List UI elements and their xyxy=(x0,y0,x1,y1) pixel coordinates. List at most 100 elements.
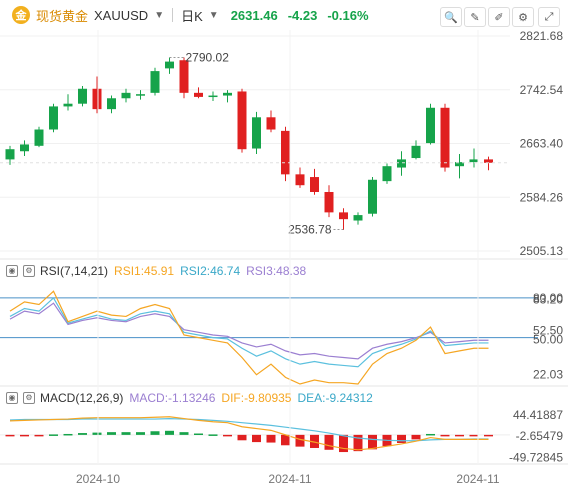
rsi-axis-label: 22.03 xyxy=(533,368,563,382)
macd-bar-up xyxy=(150,431,160,435)
macd-bar-down xyxy=(469,434,479,437)
candle-up[interactable] xyxy=(208,95,218,98)
macd-bar-up xyxy=(208,434,218,436)
macd-bar-up xyxy=(92,432,102,435)
macd-title[interactable]: MACD(12,26,9) xyxy=(40,391,124,405)
timeframe-selector[interactable]: 日K xyxy=(181,8,203,24)
macd-bar-down xyxy=(440,434,450,437)
candle-up[interactable] xyxy=(150,71,160,93)
gold-logo-icon: 金 xyxy=(12,6,30,24)
rsi-axis-label: 50.00 xyxy=(533,333,563,347)
macd-bar-down xyxy=(237,434,247,441)
zoom-in-icon[interactable]: 🔍 xyxy=(440,7,462,27)
candle-up[interactable] xyxy=(165,61,174,69)
macd-bar-down xyxy=(484,434,493,437)
candle-up[interactable] xyxy=(368,179,377,214)
rsi3-value: RSI3:48.38 xyxy=(246,264,307,278)
macd-bar-up xyxy=(179,432,189,435)
rsi-legend: ◉ ⚙ RSI(7,14,21) RSI1:45.91 RSI2:46.74 R… xyxy=(6,264,306,278)
macd-bar-up xyxy=(136,432,145,435)
instrument-name[interactable]: 现货黄金 xyxy=(36,8,89,24)
candle-up[interactable] xyxy=(63,103,73,107)
eye-icon[interactable]: ◉ xyxy=(6,265,18,277)
candle-down[interactable] xyxy=(484,159,493,163)
candle-down[interactable] xyxy=(237,91,247,150)
candle-up[interactable] xyxy=(397,159,406,168)
price-axis-label: 2663.40 xyxy=(520,137,564,151)
candle-up[interactable] xyxy=(20,144,29,152)
chart-header: 金 现货黄金 XAUUSD ▼ 日K ▼ 2631.46 -4.23 -0.16… xyxy=(0,0,568,30)
rsi1-line xyxy=(9,290,489,385)
candle-up[interactable] xyxy=(411,145,421,159)
candle-up[interactable] xyxy=(136,94,145,96)
macd-bar-down xyxy=(20,434,29,437)
macd-bar-down xyxy=(252,434,261,443)
indicator-icon[interactable]: ⚙ xyxy=(512,7,534,27)
macd-axis-label: -49.72845 xyxy=(509,450,563,464)
rsi-axis-label: 80.00 xyxy=(533,291,563,305)
macd-bar-up xyxy=(49,434,58,436)
candle-up[interactable] xyxy=(426,107,435,144)
chevron-down-icon[interactable]: ▼ xyxy=(154,9,165,21)
macd-bar-down xyxy=(324,434,334,450)
candle-up[interactable] xyxy=(455,162,464,167)
candle-up[interactable] xyxy=(34,129,44,146)
low-price-label: 2536.78 xyxy=(288,223,332,237)
rsi2-line xyxy=(9,296,489,368)
timeframe-chevron-icon[interactable]: ▼ xyxy=(208,9,219,21)
settings-icon[interactable]: ⚙ xyxy=(23,265,35,277)
candle-up[interactable] xyxy=(252,117,261,149)
rsi-axis-label: 83.20 xyxy=(533,293,563,307)
macd-bar-down xyxy=(397,434,406,444)
candle-up[interactable] xyxy=(353,215,363,221)
macd-eye-icon[interactable]: ◉ xyxy=(6,392,18,404)
price-axis-label: 2742.54 xyxy=(520,83,564,97)
candle-down[interactable] xyxy=(92,88,102,110)
candle-down[interactable] xyxy=(266,117,276,130)
macd-bar-down xyxy=(353,434,363,452)
price-axis-label: 2505.13 xyxy=(520,244,564,258)
draw-line-icon[interactable]: ✎ xyxy=(464,7,486,27)
candle-down[interactable] xyxy=(310,177,319,192)
candle-up[interactable] xyxy=(78,88,87,104)
candle-up[interactable] xyxy=(49,106,58,130)
last-price: 2631.46 xyxy=(230,7,278,23)
candle-down[interactable] xyxy=(194,92,203,97)
pencil-icon[interactable]: ✐ xyxy=(488,7,510,27)
candle-down[interactable] xyxy=(179,60,189,93)
macd-bar-down xyxy=(455,434,464,437)
macd-bar-up xyxy=(121,432,131,435)
macd-bar-up xyxy=(107,432,116,435)
macd-bar-up xyxy=(78,433,87,435)
macd-bar-up xyxy=(63,433,73,436)
macd-bar-down xyxy=(281,434,290,446)
macd-settings-icon[interactable]: ⚙ xyxy=(23,392,35,404)
candle-up[interactable] xyxy=(121,92,131,99)
dif-value: DIF:-9.80935 xyxy=(221,391,292,405)
macd-bar-down xyxy=(295,434,305,447)
rsi2-value: RSI2:46.74 xyxy=(180,264,241,278)
high-price-label: 2790.02 xyxy=(186,51,230,65)
macd-bar-up xyxy=(426,433,435,436)
candle-down[interactable] xyxy=(339,212,348,220)
candle-down[interactable] xyxy=(295,174,305,186)
candle-up[interactable] xyxy=(5,149,15,160)
candle-up[interactable] xyxy=(469,159,479,163)
expand-icon[interactable]: ⤢ xyxy=(538,7,560,27)
candle-up[interactable] xyxy=(107,98,116,110)
symbol-selector[interactable]: XAUUSD xyxy=(94,7,149,23)
candle-up[interactable] xyxy=(382,166,392,182)
candle-down[interactable] xyxy=(324,191,334,213)
price-change: -4.23 xyxy=(287,7,318,23)
candle-down[interactable] xyxy=(281,130,290,175)
time-axis-label: 2024-11 xyxy=(268,472,311,486)
rsi-title[interactable]: RSI(7,14,21) xyxy=(40,264,109,278)
time-axis-label: 2024-10 xyxy=(76,472,120,486)
price-axis-label: 2821.68 xyxy=(520,29,564,43)
macd-value: MACD:-1.13246 xyxy=(129,391,216,405)
candle-down[interactable] xyxy=(440,107,450,168)
rsi1-value: RSI1:45.91 xyxy=(114,264,175,278)
macd-bar-up xyxy=(194,433,203,436)
candle-up[interactable] xyxy=(223,92,232,96)
